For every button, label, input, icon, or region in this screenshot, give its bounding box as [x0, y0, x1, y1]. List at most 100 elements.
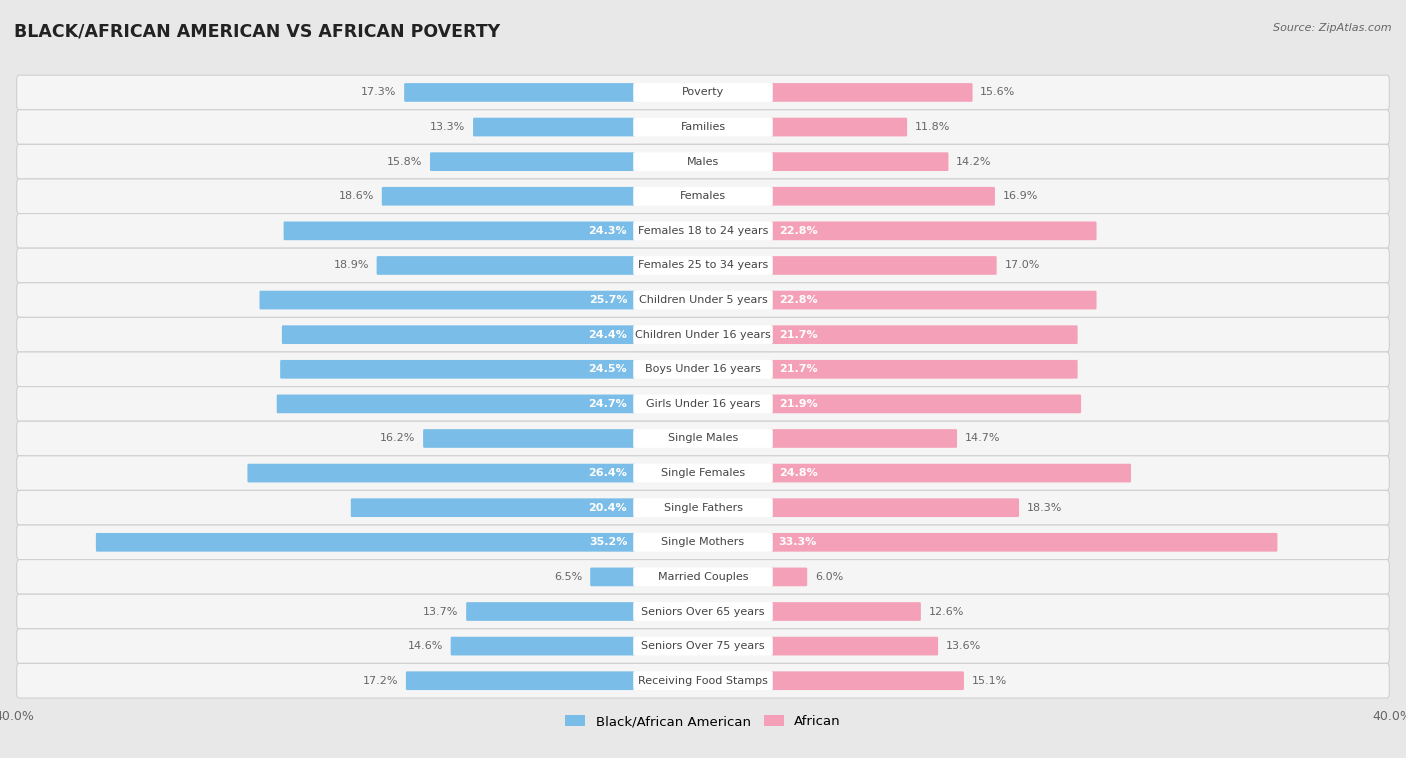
FancyBboxPatch shape — [280, 360, 636, 379]
FancyBboxPatch shape — [451, 637, 636, 656]
FancyBboxPatch shape — [770, 568, 807, 586]
Text: 18.3%: 18.3% — [1026, 503, 1062, 512]
FancyBboxPatch shape — [260, 291, 636, 309]
Text: Children Under 16 years: Children Under 16 years — [636, 330, 770, 340]
FancyBboxPatch shape — [770, 83, 973, 102]
Text: 13.3%: 13.3% — [430, 122, 465, 132]
FancyBboxPatch shape — [277, 394, 636, 413]
FancyBboxPatch shape — [770, 429, 957, 448]
FancyBboxPatch shape — [770, 325, 1077, 344]
FancyBboxPatch shape — [770, 637, 938, 656]
Text: Single Fathers: Single Fathers — [664, 503, 742, 512]
Text: 24.3%: 24.3% — [589, 226, 627, 236]
FancyBboxPatch shape — [17, 663, 1389, 698]
FancyBboxPatch shape — [382, 187, 636, 205]
Text: Source: ZipAtlas.com: Source: ZipAtlas.com — [1274, 23, 1392, 33]
Text: Females: Females — [681, 191, 725, 202]
Text: Single Females: Single Females — [661, 468, 745, 478]
FancyBboxPatch shape — [633, 221, 773, 240]
FancyBboxPatch shape — [284, 221, 636, 240]
FancyBboxPatch shape — [17, 490, 1389, 525]
FancyBboxPatch shape — [17, 179, 1389, 214]
FancyBboxPatch shape — [770, 360, 1077, 379]
Text: 25.7%: 25.7% — [589, 295, 627, 305]
FancyBboxPatch shape — [633, 152, 773, 171]
Text: 22.8%: 22.8% — [779, 295, 817, 305]
Text: 6.5%: 6.5% — [554, 572, 582, 582]
FancyBboxPatch shape — [770, 187, 995, 205]
FancyBboxPatch shape — [17, 144, 1389, 179]
FancyBboxPatch shape — [404, 83, 636, 102]
FancyBboxPatch shape — [247, 464, 636, 482]
FancyBboxPatch shape — [17, 594, 1389, 629]
Text: Seniors Over 75 years: Seniors Over 75 years — [641, 641, 765, 651]
Text: 22.8%: 22.8% — [779, 226, 817, 236]
FancyBboxPatch shape — [633, 429, 773, 448]
FancyBboxPatch shape — [17, 248, 1389, 283]
FancyBboxPatch shape — [633, 394, 773, 413]
Text: 20.4%: 20.4% — [589, 503, 627, 512]
FancyBboxPatch shape — [770, 117, 907, 136]
FancyBboxPatch shape — [633, 83, 773, 102]
Text: 16.9%: 16.9% — [1002, 191, 1038, 202]
Text: 17.0%: 17.0% — [1004, 261, 1040, 271]
FancyBboxPatch shape — [770, 152, 949, 171]
FancyBboxPatch shape — [17, 387, 1389, 421]
Text: 24.7%: 24.7% — [589, 399, 627, 409]
FancyBboxPatch shape — [633, 498, 773, 517]
Text: 15.1%: 15.1% — [972, 675, 1007, 686]
Text: 21.7%: 21.7% — [779, 330, 817, 340]
Text: 12.6%: 12.6% — [928, 606, 965, 616]
Text: 18.6%: 18.6% — [339, 191, 374, 202]
Text: 14.2%: 14.2% — [956, 157, 991, 167]
FancyBboxPatch shape — [633, 291, 773, 309]
FancyBboxPatch shape — [17, 559, 1389, 594]
Text: Receiving Food Stamps: Receiving Food Stamps — [638, 675, 768, 686]
FancyBboxPatch shape — [377, 256, 636, 275]
FancyBboxPatch shape — [472, 117, 636, 136]
FancyBboxPatch shape — [423, 429, 636, 448]
Text: 21.9%: 21.9% — [779, 399, 817, 409]
Text: Single Mothers: Single Mothers — [661, 537, 745, 547]
Text: 24.5%: 24.5% — [589, 365, 627, 374]
FancyBboxPatch shape — [17, 525, 1389, 559]
Text: 26.4%: 26.4% — [588, 468, 627, 478]
FancyBboxPatch shape — [406, 672, 636, 690]
Text: 13.6%: 13.6% — [946, 641, 981, 651]
FancyBboxPatch shape — [633, 637, 773, 656]
Text: 11.8%: 11.8% — [915, 122, 950, 132]
FancyBboxPatch shape — [17, 629, 1389, 663]
FancyBboxPatch shape — [281, 325, 636, 344]
Text: Girls Under 16 years: Girls Under 16 years — [645, 399, 761, 409]
FancyBboxPatch shape — [17, 421, 1389, 456]
FancyBboxPatch shape — [770, 464, 1130, 482]
Text: Married Couples: Married Couples — [658, 572, 748, 582]
Text: Seniors Over 65 years: Seniors Over 65 years — [641, 606, 765, 616]
FancyBboxPatch shape — [770, 291, 1097, 309]
FancyBboxPatch shape — [17, 283, 1389, 318]
Text: Females 18 to 24 years: Females 18 to 24 years — [638, 226, 768, 236]
Text: Children Under 5 years: Children Under 5 years — [638, 295, 768, 305]
Text: Males: Males — [688, 157, 718, 167]
Text: BLACK/AFRICAN AMERICAN VS AFRICAN POVERTY: BLACK/AFRICAN AMERICAN VS AFRICAN POVERT… — [14, 23, 501, 41]
Text: 6.0%: 6.0% — [815, 572, 844, 582]
FancyBboxPatch shape — [633, 568, 773, 586]
Text: Boys Under 16 years: Boys Under 16 years — [645, 365, 761, 374]
Text: Poverty: Poverty — [682, 87, 724, 98]
Text: 21.7%: 21.7% — [779, 365, 817, 374]
FancyBboxPatch shape — [96, 533, 636, 552]
Text: Single Males: Single Males — [668, 434, 738, 443]
FancyBboxPatch shape — [633, 117, 773, 136]
FancyBboxPatch shape — [770, 533, 1278, 552]
FancyBboxPatch shape — [467, 602, 636, 621]
FancyBboxPatch shape — [770, 602, 921, 621]
FancyBboxPatch shape — [770, 256, 997, 275]
Text: 16.2%: 16.2% — [380, 434, 415, 443]
FancyBboxPatch shape — [633, 360, 773, 379]
FancyBboxPatch shape — [17, 75, 1389, 110]
FancyBboxPatch shape — [17, 352, 1389, 387]
Text: 24.8%: 24.8% — [779, 468, 817, 478]
Text: 15.8%: 15.8% — [387, 157, 422, 167]
FancyBboxPatch shape — [430, 152, 636, 171]
Text: 15.6%: 15.6% — [980, 87, 1015, 98]
